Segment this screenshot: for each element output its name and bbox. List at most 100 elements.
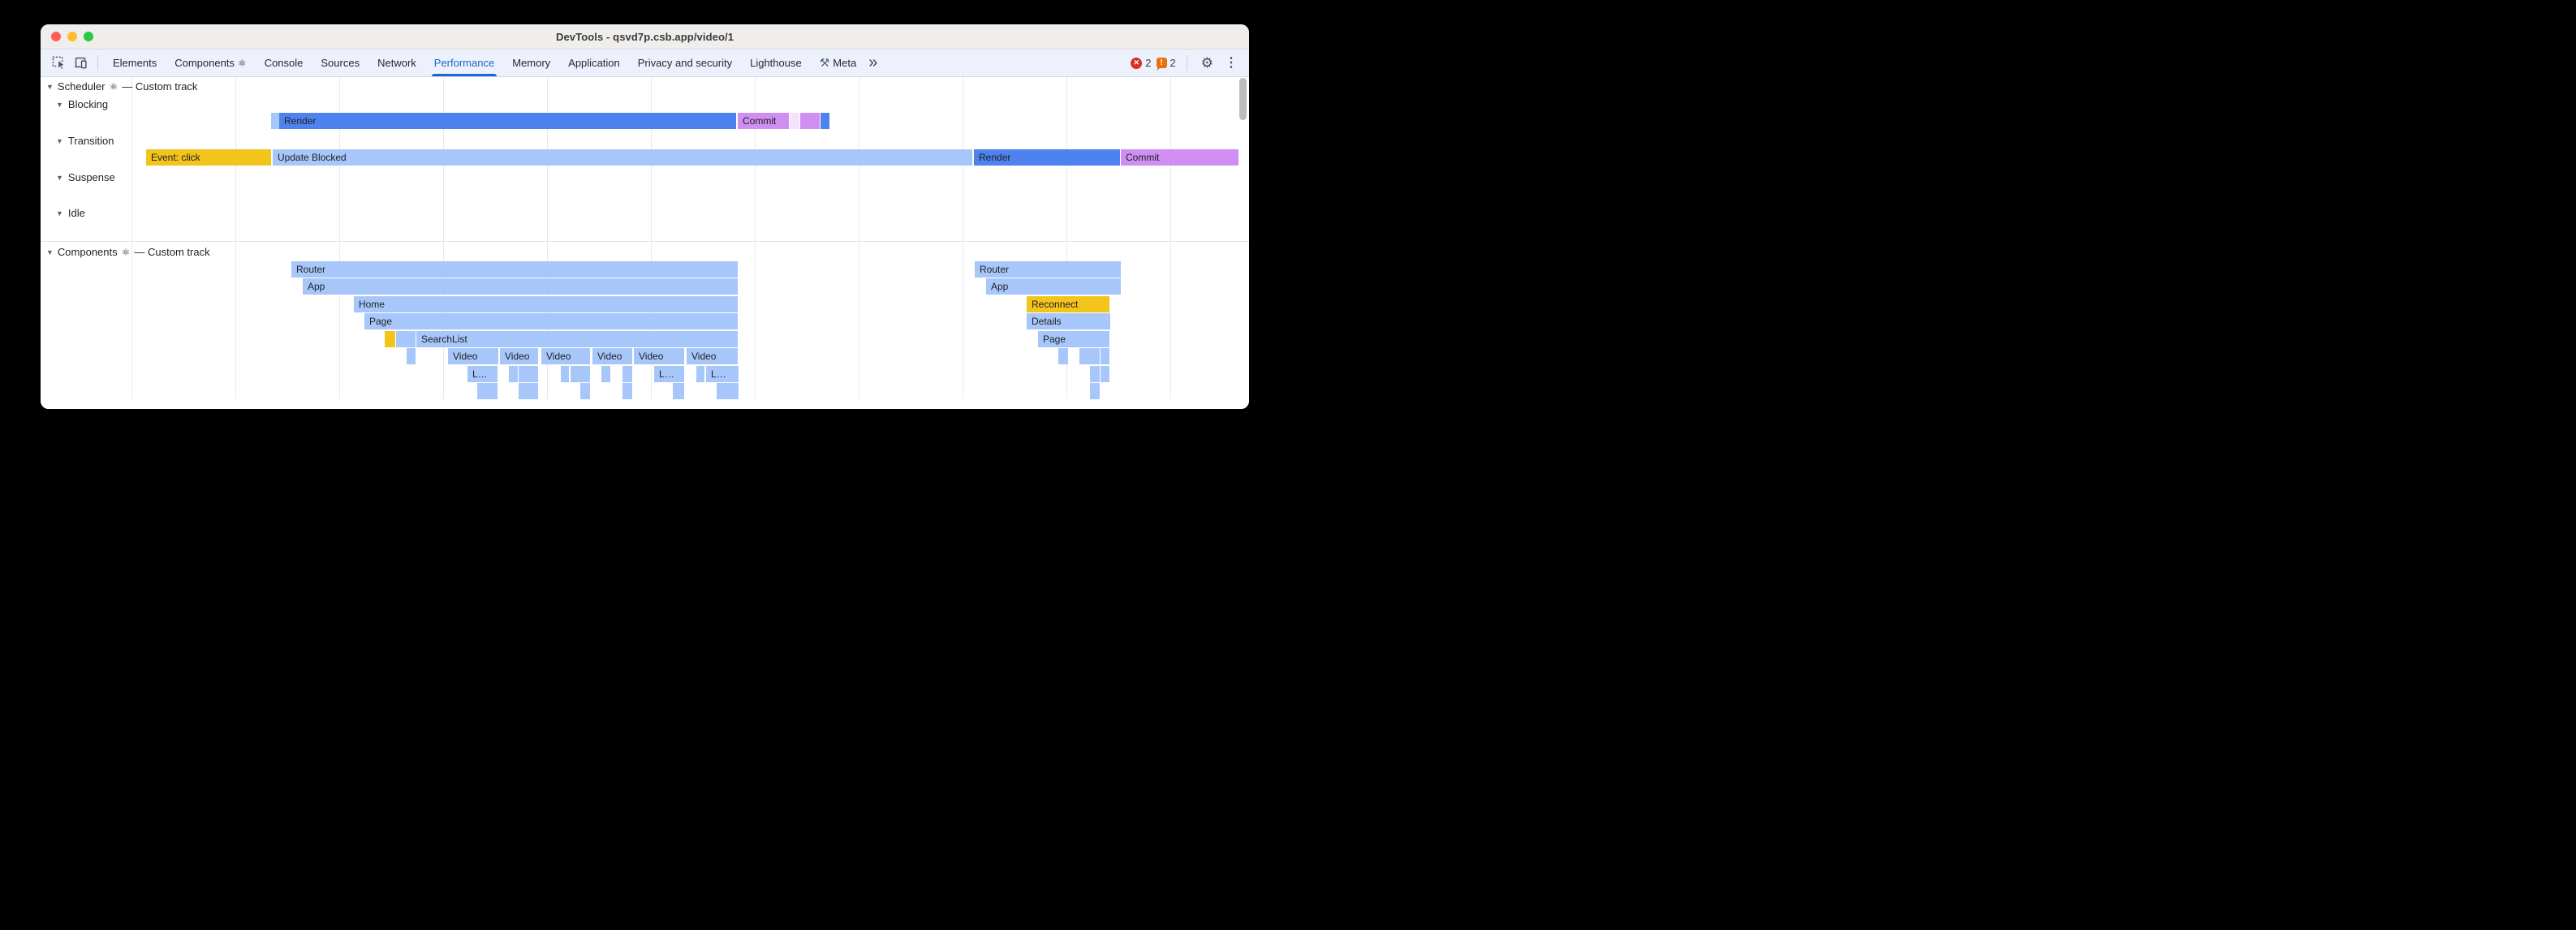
event-bar[interactable] [790,113,799,129]
event-bar[interactable] [407,348,416,364]
event-bar-l[interactable]: L… [654,366,684,382]
event-bar[interactable] [396,331,416,347]
event-bar[interactable] [571,366,590,382]
vertical-scrollbar-thumb[interactable] [1239,78,1247,120]
atom-icon: ⚛ [109,81,118,93]
event-bar[interactable] [800,113,820,129]
minimize-window-button[interactable] [67,32,77,41]
lane-blocking[interactable]: ▼ Blocking [56,98,108,111]
event-bar-app[interactable]: App [986,278,1121,295]
event-bar-l[interactable]: L… [706,366,739,382]
tab-performance[interactable]: Performance [425,50,503,76]
issue-warning-icon: ! [1156,58,1167,71]
issues-badge[interactable]: ! 2 [1156,57,1176,71]
event-bar-page[interactable]: Page [364,313,738,329]
event-bar-page[interactable]: Page [1038,331,1109,347]
event-bar-video[interactable]: Video [592,348,632,364]
console-errors-badge[interactable]: ✕ 2 [1131,57,1152,69]
event-bar[interactable] [477,383,498,399]
event-bar-l[interactable]: L… [467,366,498,382]
event-bar-render[interactable]: Render [279,113,736,129]
event-bar-render[interactable]: Render [974,149,1120,166]
event-bar-home[interactable]: Home [354,296,738,312]
track-header-components[interactable]: ▼ Components ⚛ — Custom track [46,246,210,259]
event-bar-video[interactable]: Video [634,348,684,364]
event-bar-app[interactable]: App [303,278,738,295]
tab-label: Sources [321,57,360,69]
event-bar[interactable] [561,366,569,382]
lane-name: Suspense [67,171,115,183]
event-bar[interactable] [519,383,538,399]
more-tabs-button[interactable]: » [868,53,878,71]
event-bar-video[interactable]: Video [448,348,498,364]
event-bar[interactable] [519,366,538,382]
event-bar-commit[interactable]: Commit [1121,149,1238,166]
event-bar[interactable] [1101,348,1109,364]
event-bar[interactable] [821,113,829,129]
settings-gear-button[interactable]: ⚙ [1198,56,1217,70]
event-bar[interactable] [1090,366,1100,382]
event-bar[interactable] [717,383,739,399]
event-bar[interactable] [1058,348,1068,364]
collapse-triangle-icon: ▼ [46,248,54,256]
tools-icon: ⚒ [819,56,830,69]
event-bar-event-click[interactable]: Event: click [146,149,271,166]
event-bar[interactable] [385,331,395,347]
event-bar-reconnect[interactable]: Reconnect [1027,296,1109,312]
tab-console[interactable]: Console [256,50,312,76]
event-bar-video[interactable]: Video [541,348,590,364]
event-bar[interactable] [622,383,632,399]
event-bar[interactable] [1079,348,1100,364]
event-bar-commit[interactable]: Commit [738,113,789,129]
event-bar[interactable] [1101,366,1109,382]
timeline-gridline [131,77,132,399]
tab-label: Privacy and security [637,57,733,69]
event-bar-update-blocked[interactable]: Update Blocked [273,149,972,166]
tab-memory[interactable]: Memory [503,50,559,76]
tab-network[interactable]: Network [368,50,425,76]
event-bar[interactable] [622,366,632,382]
event-bar-video[interactable]: Video [500,348,538,364]
event-bar-router[interactable]: Router [975,261,1121,278]
event-bar[interactable] [601,366,610,382]
event-bar[interactable] [673,383,684,399]
track-separator [41,241,1249,242]
collapse-triangle-icon: ▼ [56,137,63,145]
event-bar[interactable] [1090,383,1100,399]
lane-suspense[interactable]: ▼ Suspense [56,171,115,184]
event-bar[interactable] [580,383,590,399]
lane-name: Idle [67,207,85,219]
event-bar[interactable] [696,366,704,382]
timeline-gridline [235,77,236,399]
tab-components[interactable]: Components ⚛ [166,50,255,76]
tab-application[interactable]: Application [559,50,629,76]
event-bar[interactable] [271,113,279,129]
track-header-scheduler[interactable]: ▼ Scheduler ⚛ — Custom track [46,80,197,93]
tab-sources[interactable]: Sources [312,50,368,76]
event-bar-router[interactable]: Router [291,261,738,278]
timeline-gridline [755,77,756,399]
track-name: Components [57,246,118,258]
lane-transition[interactable]: ▼ Transition [56,135,114,148]
tab-label: Lighthouse [750,57,802,69]
tab-lighthouse[interactable]: Lighthouse [741,50,811,76]
atom-icon: ⚛ [237,57,247,69]
tab-privacy-and-security[interactable]: Privacy and security [629,50,741,76]
toolbar-divider [97,55,98,71]
device-toolbar-button[interactable] [70,54,92,71]
lane-idle[interactable]: ▼ Idle [56,207,85,220]
tab-elements[interactable]: Elements [104,50,166,76]
event-bar[interactable] [509,366,518,382]
event-bar-searchlist[interactable]: SearchList [416,331,738,347]
zoom-window-button[interactable] [84,32,93,41]
tab-label: Meta [833,57,857,69]
timeline-gridline [547,77,548,399]
tab-meta[interactable]: ⚒ Meta [811,50,865,76]
inspect-element-button[interactable] [48,54,70,71]
event-bar-details[interactable]: Details [1027,313,1110,329]
event-bar-video[interactable]: Video [687,348,738,364]
tab-label: Network [377,57,416,69]
close-window-button[interactable] [51,32,61,41]
timeline-gridline [651,77,652,399]
more-options-menu-button[interactable]: ⋮ [1221,56,1241,70]
